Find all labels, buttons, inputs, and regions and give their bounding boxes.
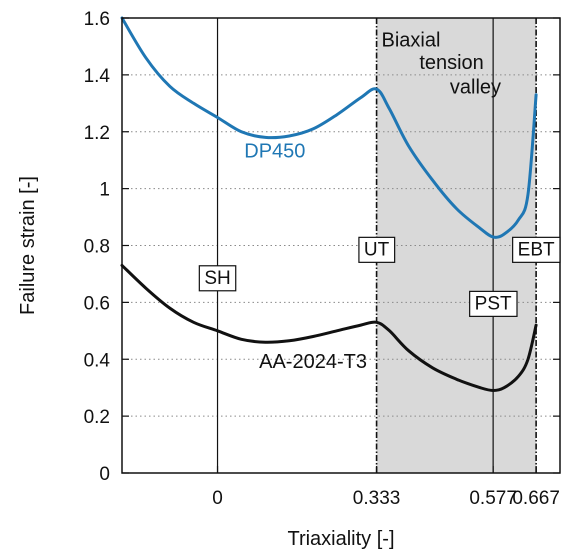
marker-label-box-sh	[198, 265, 237, 292]
x-tick-label-1: 0.333	[353, 488, 401, 509]
grid-layer	[122, 74, 560, 417]
y-tick-label-1: 0.2	[84, 407, 110, 428]
y-tick-label-6: 1.2	[84, 123, 110, 144]
y-tick-label-3: 0.6	[84, 293, 110, 314]
region-annotation-line-2: valley	[450, 76, 501, 98]
series-line-dp450	[120, 16, 538, 239]
x-axis-label: Triaxiality [-]	[287, 528, 394, 550]
y-axis-label: Failure strain [-]	[17, 176, 39, 315]
region-annotation-line-0: Biaxial	[382, 29, 441, 51]
y-tick-label-2: 0.4	[84, 350, 111, 371]
series-layer	[120, 16, 538, 392]
series-label-aa-2024-t3: AA-2024-T3	[259, 351, 367, 373]
marker-label-sh: SH	[198, 265, 237, 292]
y-tick-label-0: 0	[99, 464, 110, 485]
marker-label-pst: PST	[469, 290, 518, 317]
series-line-aa-2024-t3	[120, 263, 538, 392]
marker-label-box-ut	[358, 236, 396, 263]
marker-label-box-pst	[469, 290, 518, 317]
y-tick-label-8: 1.6	[84, 9, 110, 30]
region-annotation-line-1: tension	[419, 52, 484, 74]
y-tick-label-4: 0.8	[84, 237, 110, 258]
marker-label-text-ut: UT	[364, 239, 390, 260]
marker-label-ebt: EBT	[512, 236, 561, 263]
x-tick-label-2: 0.577	[469, 488, 517, 509]
y-tick-label-7: 1.4	[84, 66, 111, 87]
x-tick-label-3: 0.667	[512, 488, 560, 509]
x-tick-label-0: 0	[212, 488, 223, 509]
marker-label-box-ebt	[512, 236, 561, 263]
marker-label-ut: UT	[358, 236, 396, 263]
label-layer: DP450 AA-2024-T3 SH UT PST EBT Biaxialtensionv…	[198, 29, 561, 373]
series-label-dp450: DP450	[244, 140, 305, 162]
marker-label-text-pst: PST	[475, 293, 512, 314]
y-tick-label-5: 1	[99, 180, 110, 201]
marker-label-text-sh: SH	[204, 268, 230, 289]
marker-label-text-ebt: EBT	[518, 239, 555, 260]
